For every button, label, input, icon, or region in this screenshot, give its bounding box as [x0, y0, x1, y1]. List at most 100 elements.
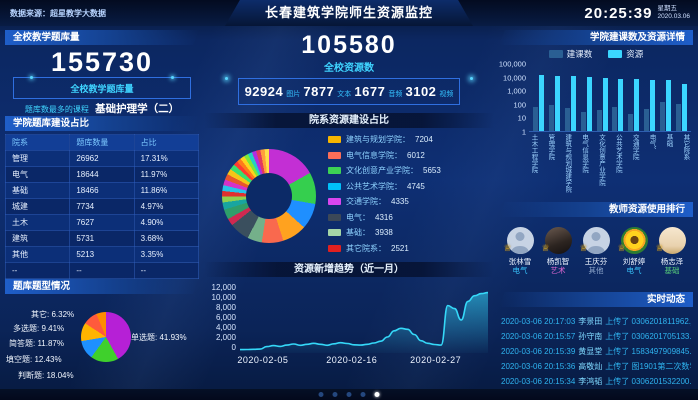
- bar: [570, 76, 576, 131]
- axis-tick-label: 4,000: [215, 323, 236, 333]
- feed-time: 2020-03-06 20:15:57: [501, 332, 576, 341]
- legend-swatch: [328, 244, 341, 252]
- table-cell: 4.97%: [133, 198, 200, 215]
- category-label: 交通学院: [631, 134, 639, 160]
- legend-item[interactable]: 基础： 3938: [328, 227, 492, 238]
- carousel-dot[interactable]: [374, 392, 380, 397]
- dept-resource-chart: 建筑与规划学院： 7204 电气信息学院： 6012 文化创意产业学院： 5653 公共艺术…: [204, 130, 494, 254]
- table-row: 建筑 5731 3.68%: [4, 230, 200, 247]
- trend-plot: [240, 283, 488, 353]
- panel-activity-feed: 实时动态 2020-03-06 20:17:03 李景田 上传了 030620181…: [499, 292, 693, 388]
- stat-label: 图片: [286, 91, 301, 98]
- feed-action: 上传了: [605, 317, 632, 326]
- feed-item: 2020-03-06 20:15:39 黄显堂 上传了 1583497909845.…: [501, 345, 691, 358]
- carousel-dot[interactable]: [332, 392, 338, 397]
- legend-value: 7204: [415, 135, 433, 144]
- table-cell: 11.86%: [133, 182, 200, 199]
- stat-value: 3102: [405, 84, 437, 99]
- legend-item[interactable]: 电气信息学院： 6012: [328, 150, 492, 161]
- legend-swatch: [328, 213, 341, 221]
- bar: [533, 107, 538, 131]
- legend-label: 交通学院：: [346, 197, 386, 206]
- trend-section-title: 资源新增趋势（近一月）: [204, 261, 494, 277]
- legend-item[interactable]: 资源: [608, 48, 643, 60]
- legend-swatch: [548, 50, 563, 58]
- table-cell: 电气: [4, 166, 71, 183]
- pie-slice-label: 判断题: 18.04%: [18, 371, 74, 380]
- legend-item[interactable]: 建课数: [548, 48, 592, 60]
- axis-tick-label: 2020-02-27: [410, 354, 462, 365]
- feed-time: 2020-03-06 20:17:03: [501, 317, 576, 326]
- axis-tick-label: 0: [231, 343, 236, 353]
- feed-user: 孙守南: [578, 332, 603, 341]
- panel-teacher-ranking: 教师资源使用排行 ♕ 张林雪 电气 ♕ 杨凯智 艺术 ♕ 王庆芬 其他 ♕ 刘舒婷 电气 ♕ 杨志泽 基础: [499, 202, 693, 276]
- teacher-dept: 艺术: [550, 266, 566, 275]
- feed-user: 李鸿韬: [578, 377, 603, 386]
- feed-user: 李景田: [578, 317, 603, 326]
- medal-icon: ♕: [541, 243, 550, 253]
- table-cell: 26962: [69, 150, 135, 167]
- bar-group: [675, 83, 687, 131]
- teacher-avatar: [544, 227, 572, 254]
- legend-item[interactable]: 建筑与规划学院： 7204: [328, 134, 492, 145]
- teacher-avatar: [582, 227, 610, 254]
- bar: [602, 77, 608, 131]
- teacher-card: ♕ 杨志泽 基础: [655, 227, 690, 276]
- data-source-label: 数据来源：超星教学大数据: [10, 8, 106, 18]
- teacher-dept: 基础: [664, 266, 680, 275]
- main-grid: 全校教学题库量 155730 全校教学题库量 题库数最多的课程 基础护理学（二）…: [0, 26, 698, 388]
- bar: [596, 110, 602, 131]
- legend-item[interactable]: 其它院系： 2521: [328, 243, 492, 254]
- bar: [586, 77, 592, 131]
- medal-icon: ♕: [655, 243, 664, 253]
- feed-file: 图1901第二次数学…: [631, 362, 691, 371]
- panel-title-bar: 学院建课数及资源详情: [499, 30, 693, 45]
- bar: [548, 105, 554, 131]
- teacher-ranking-list: ♕ 张林雪 电气 ♕ 杨凯智 艺术 ♕ 王庆芬 其他 ♕ 刘舒婷 电气 ♕ 杨志泽 基础: [499, 220, 693, 276]
- teacher-card: ♕ 王庆芬 其他: [579, 227, 614, 276]
- legend-item[interactable]: 文化创意产业学院： 5653: [328, 165, 492, 176]
- teacher-card: ♕ 张林雪 电气: [503, 227, 538, 276]
- bar-plot: [529, 64, 691, 132]
- bar: [580, 111, 586, 131]
- table-cell: 7627: [69, 214, 135, 231]
- table-cell: 3.35%: [133, 246, 200, 263]
- clock-time: 20:25:39: [584, 4, 653, 22]
- teacher-dept: 电气: [512, 266, 528, 275]
- legend-item[interactable]: 公共艺术学院： 4745: [328, 181, 492, 192]
- legend-label: 电气：: [346, 212, 370, 222]
- table-cell: 土木: [4, 214, 71, 231]
- bar-group: [564, 76, 576, 131]
- table-cell: 5731: [69, 230, 135, 247]
- axis-tick-label: 100,000: [498, 59, 526, 69]
- legend-swatch: [328, 167, 341, 174]
- legend-label: 资源: [626, 49, 644, 59]
- bar: [666, 80, 671, 131]
- category-label: 公共艺术学院: [614, 134, 622, 173]
- table-header-cell: 占比: [133, 134, 200, 151]
- panel-title-bar: 实时动态: [499, 292, 693, 307]
- legend-swatch: [328, 198, 341, 205]
- teacher-dept: 其他: [588, 266, 604, 275]
- bar: [539, 75, 544, 131]
- legend-item[interactable]: 电气： 4316: [328, 212, 492, 223]
- carousel-dot[interactable]: [346, 392, 352, 397]
- table-cell: --: [69, 262, 135, 279]
- feed-item: 2020-03-06 20:15:34 李鸿韬 上传了 0306201532200.…: [501, 375, 691, 388]
- teacher-avatar: [620, 227, 648, 254]
- feed-action: 上传了: [605, 332, 632, 341]
- dept-resource-legend: 建筑与规划学院： 7204 电气信息学院： 6012 文化创意产业学院： 5653 公共艺术…: [328, 134, 492, 254]
- total-resources-value: 105580: [301, 31, 397, 59]
- carousel-dot[interactable]: [360, 392, 366, 397]
- bar-group: [596, 77, 608, 131]
- table-cell: 其他: [4, 246, 71, 263]
- bar-group: [533, 75, 544, 131]
- panel-question-bank-total: 全校教学题库量 155730 全校教学题库量 题库数最多的课程 基础护理学（二）: [5, 30, 199, 116]
- axis-tick-label: 10,000: [211, 292, 236, 302]
- bar: [634, 79, 640, 131]
- legend-value: 6012: [407, 150, 425, 160]
- carousel-dot[interactable]: [318, 392, 324, 397]
- teacher-avatar: [658, 227, 686, 254]
- legend-item[interactable]: 交通学院： 4335: [328, 196, 492, 207]
- axis-tick-label: 1: [521, 127, 526, 137]
